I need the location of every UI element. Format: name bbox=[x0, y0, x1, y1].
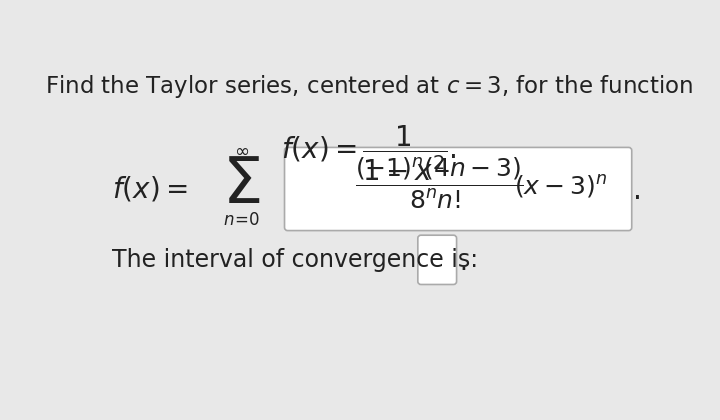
Text: $f(x) = $: $f(x) = $ bbox=[112, 174, 187, 204]
Text: $\Sigma$: $\Sigma$ bbox=[222, 154, 260, 216]
FancyBboxPatch shape bbox=[418, 235, 456, 284]
Text: The interval of convergence is:: The interval of convergence is: bbox=[112, 248, 478, 272]
Text: $.$: $.$ bbox=[631, 176, 639, 205]
Text: $.$: $.$ bbox=[459, 251, 466, 275]
Text: $\dfrac{(-1)^n(4n-3)}{8^n n!}$: $\dfrac{(-1)^n(4n-3)}{8^n n!}$ bbox=[355, 155, 523, 210]
Text: $n\!=\!0$: $n\!=\!0$ bbox=[222, 211, 260, 229]
Text: Find the Taylor series, centered at $c = 3$, for the function: Find the Taylor series, centered at $c =… bbox=[45, 74, 693, 100]
Text: $(x-3)^n$: $(x-3)^n$ bbox=[514, 173, 607, 200]
Text: $\infty$: $\infty$ bbox=[233, 142, 248, 160]
Text: $f(x) = \dfrac{1}{1 - x^2}.$: $f(x) = \dfrac{1}{1 - x^2}.$ bbox=[281, 123, 457, 183]
FancyBboxPatch shape bbox=[284, 147, 631, 231]
